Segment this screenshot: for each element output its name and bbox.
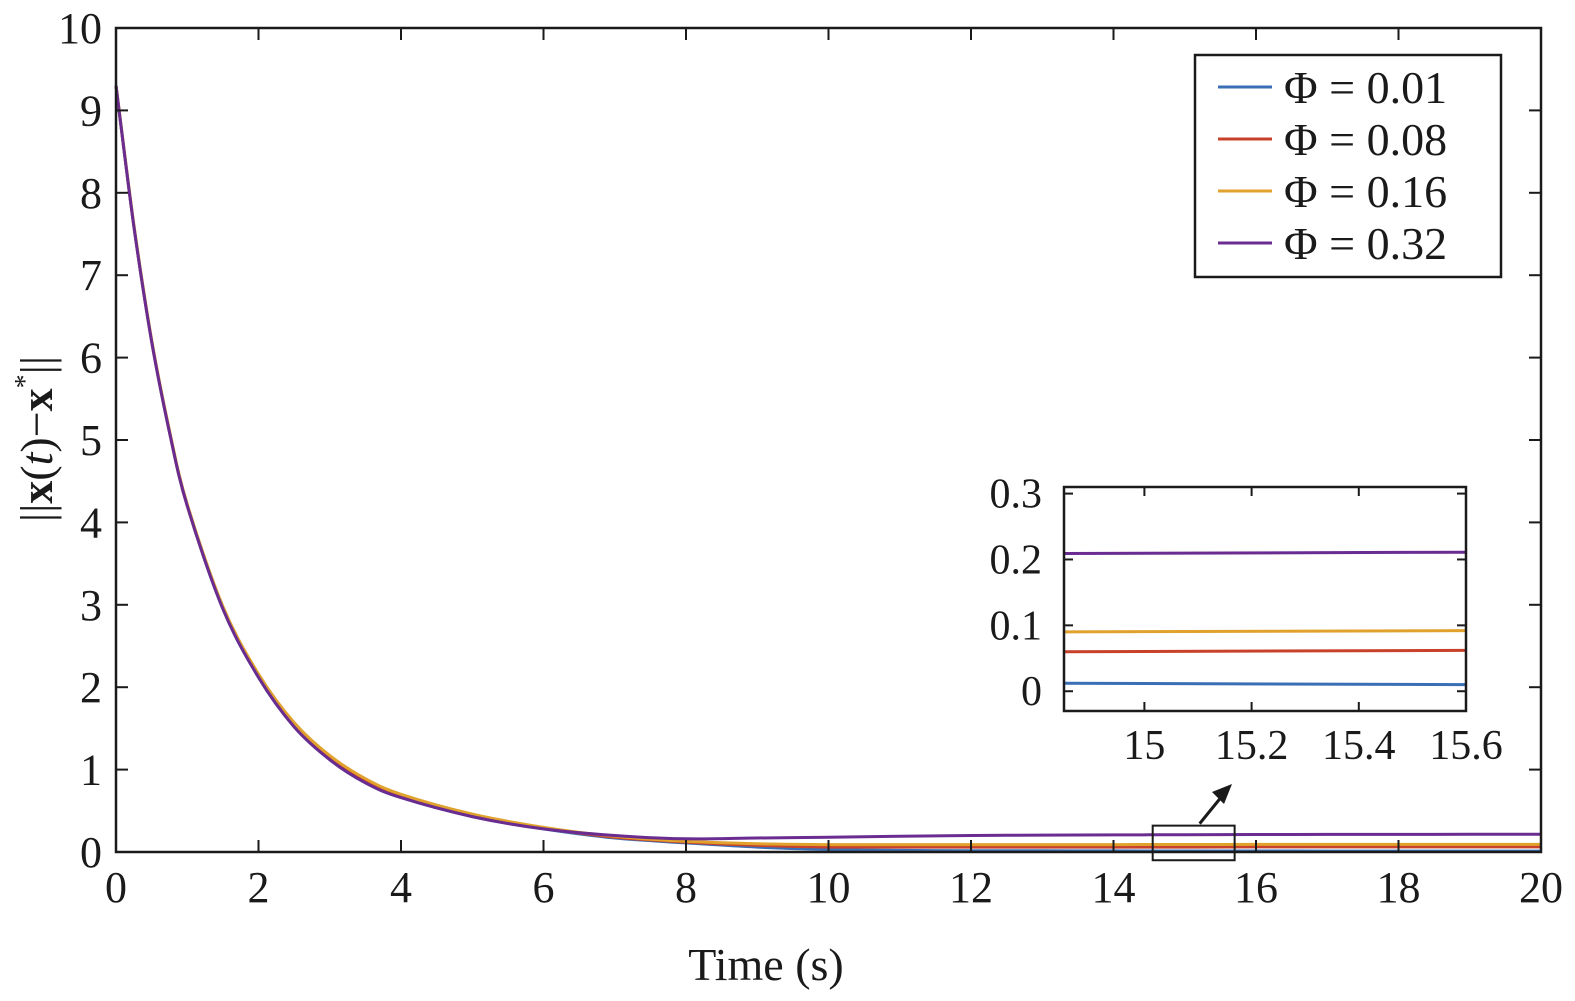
inset-frame [1062, 485, 1468, 713]
inset-y-tick-label: 0 [1021, 669, 1042, 715]
y-tick-label: 6 [80, 334, 102, 383]
x-tick-label: 16 [1234, 863, 1278, 912]
legend-label-0: Φ = 0.01 [1284, 62, 1447, 113]
y-tick-label: 0 [80, 828, 102, 877]
y-tick-label: 2 [80, 663, 102, 712]
x-tick-label: 10 [807, 863, 851, 912]
inset-background [1064, 487, 1466, 711]
zoom-arrow-head [1212, 784, 1232, 804]
x-tick-label: 20 [1519, 863, 1563, 912]
inset-series-line-0 [1063, 681, 1467, 687]
y-tick-label: 9 [80, 86, 102, 135]
inset-x-tick-label: 15 [1123, 723, 1165, 769]
inset-plot-lines [1063, 550, 1467, 687]
series-line-3 [114, 85, 1541, 841]
zoom-region-box [1151, 824, 1236, 862]
inset-series-line-1 [1063, 648, 1467, 654]
legend-label-3: Φ = 0.32 [1284, 218, 1447, 269]
x-tick-label: 18 [1377, 863, 1421, 912]
inset-series-line-3 [1063, 550, 1467, 555]
y-axis-label: ||x(t)−x*|| [10, 356, 62, 522]
x-tick-label: 4 [390, 863, 412, 912]
legend-label-1: Φ = 0.08 [1284, 114, 1447, 165]
x-tick-label: 8 [675, 863, 697, 912]
y-tick-label: 10 [58, 4, 102, 53]
y-tick-label: 7 [80, 251, 102, 300]
x-tick-label: 2 [248, 863, 270, 912]
x-tick-label: 12 [949, 863, 993, 912]
inset-y-tick-label: 0.1 [990, 603, 1043, 649]
inset-axis-ticks: 15 15.2 15.4 15.6 0 0.1 0.2 0.3 [990, 472, 1503, 769]
inset-x-tick-label: 15.2 [1215, 723, 1289, 769]
legend: Φ = 0.01Φ = 0.08Φ = 0.16Φ = 0.32 [1193, 53, 1503, 279]
y-tick-label: 1 [80, 746, 102, 795]
y-tick-label: 4 [80, 498, 102, 547]
legend-label-2: Φ = 0.16 [1284, 166, 1447, 217]
x-axis-label: Time (s) [688, 939, 844, 990]
inset-y-tick-label: 0.2 [990, 537, 1043, 583]
inset-x-tick-label: 15.4 [1322, 723, 1396, 769]
inset-x-tick-label: 15.6 [1429, 723, 1503, 769]
y-tick-label: 8 [80, 169, 102, 218]
y-tick-label: 3 [80, 581, 102, 630]
inset-plot: 15 15.2 15.4 15.6 0 0.1 0.2 0.3 [990, 472, 1503, 769]
x-tick-label: 0 [105, 863, 127, 912]
x-tick-label: 6 [533, 863, 555, 912]
legend-box [1193, 53, 1503, 279]
zoom-indicator [1151, 784, 1236, 862]
x-tick-label: 14 [1092, 863, 1136, 912]
inset-series-line-2 [1063, 629, 1467, 634]
y-tick-label: 5 [80, 416, 102, 465]
inset-y-tick-label: 0.3 [990, 472, 1043, 518]
